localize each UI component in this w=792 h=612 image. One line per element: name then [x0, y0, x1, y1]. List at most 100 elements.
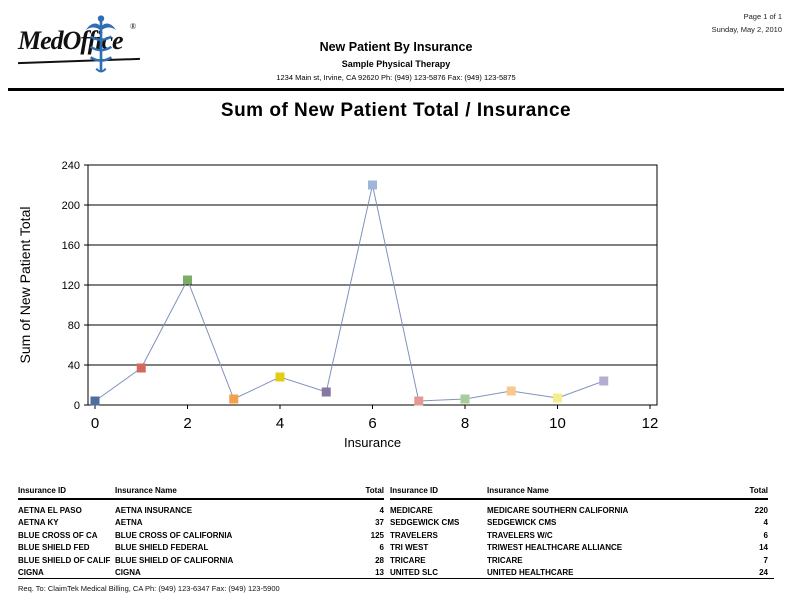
cell-insurance-name: AETNA INSURANCE [115, 505, 193, 515]
cell-insurance-name: TRAVELERS W/C [487, 530, 553, 540]
cell-insurance-id: MEDICARE [390, 505, 433, 515]
x-tick-label: 2 [183, 415, 191, 432]
report-header: New Patient By Insurance Sample Physical… [150, 40, 642, 82]
cell-total: 14 [759, 543, 768, 553]
page-info-block: Page 1 of 1 Sunday, May 2, 2010 [712, 10, 782, 36]
data-point-marker [553, 393, 562, 403]
cell-insurance-id: BLUE CROSS OF CA [18, 530, 98, 540]
header-insurance-name: Insurance Name [115, 486, 339, 500]
x-tick-label: 8 [461, 415, 469, 432]
header-divider [8, 88, 784, 91]
series-line [94, 184, 604, 402]
cell-insurance-id: TRAVELERS [390, 530, 438, 540]
cell-insurance-id: TRI WEST [390, 543, 429, 553]
data-point-marker [136, 363, 146, 373]
y-axis-title: Sum of New Patient Total [17, 207, 33, 364]
cell-total: 6 [763, 530, 768, 540]
table-row: BLUE CROSS OF CA BLUE CROSS OF CALIFORNIA… [18, 529, 384, 542]
header-insurance-id: Insurance ID [390, 486, 487, 500]
table-row: BLUE SHIELD OF CALIF BLUE SHIELD OF CALIF… [18, 554, 384, 567]
cell-insurance-id: CIGNA [18, 568, 44, 578]
cell-total: 6 [379, 543, 384, 553]
x-tick-label: 6 [368, 415, 376, 432]
logo-underline [18, 57, 140, 65]
practice-address: 1234 Main st, Irvine, CA 92620 Ph: (949)… [276, 73, 516, 82]
table-row: TRICARE TRICARE 7 [390, 554, 768, 567]
cell-total: 28 [375, 555, 384, 565]
cell-total: 13 [375, 568, 384, 578]
data-point-marker [506, 386, 516, 396]
cell-insurance-name: SEDGEWICK CMS [487, 518, 557, 528]
insurance-table-right: Insurance ID Insurance Name Total MEDICA… [390, 486, 768, 579]
cell-total: 24 [759, 568, 768, 578]
table-row: TRI WEST TRIWEST HEALTHCARE ALLIANCE 14 [390, 542, 768, 555]
cell-insurance-id: SEDGEWICK CMS [390, 518, 460, 528]
cell-insurance-name: BLUE SHIELD FEDERAL [115, 543, 209, 553]
data-point-marker [321, 387, 331, 397]
cell-insurance-name: BLUE SHIELD OF CALIFORNIA [115, 555, 234, 565]
cell-insurance-name: MEDICARE SOUTHERN CALIFORNIA [487, 505, 629, 515]
data-point-marker [275, 372, 285, 382]
data-point-marker [229, 394, 239, 404]
y-tick-label: 40 [68, 360, 80, 372]
table-row: SEDGEWICK CMS SEDGEWICK CMS 4 [390, 517, 768, 530]
data-point-marker [414, 396, 424, 406]
table-row: MEDICARE MEDICARE SOUTHERN CALIFORNIA 220 [390, 499, 768, 517]
cell-insurance-id: AETNA EL PASO [18, 505, 82, 515]
data-point-marker [460, 394, 470, 404]
x-tick-label: 10 [549, 415, 566, 432]
page-number: Page 1 of 1 [743, 12, 782, 21]
x-tick-label: 12 [642, 415, 659, 432]
header-insurance-name: Insurance Name [487, 486, 723, 500]
data-point-marker [368, 180, 377, 190]
caduceus-icon [85, 15, 117, 73]
header-total: Total [723, 486, 768, 500]
report-title: New Patient By Insurance [319, 40, 473, 54]
table-row: TRAVELERS TRAVELERS W/C 6 [390, 529, 768, 542]
table-header-row: Insurance ID Insurance Name Total [18, 486, 384, 500]
table-row: BLUE SHIELD FED BLUE SHIELD FEDERAL 6 [18, 542, 384, 555]
cell-insurance-name: TRICARE [487, 555, 523, 565]
data-point-marker [90, 396, 100, 406]
medoffice-logo: MedOffice ® [18, 14, 146, 78]
table-row: UNITED SLC UNITED HEALTHCARE 24 [390, 567, 768, 580]
cell-total: 37 [375, 518, 384, 528]
table-row: CIGNA CIGNA 13 [18, 567, 384, 580]
data-point-marker [183, 275, 192, 285]
cell-insurance-name: TRIWEST HEALTHCARE ALLIANCE [487, 543, 623, 553]
cell-insurance-name: UNITED HEALTHCARE [487, 568, 574, 578]
cell-total: 4 [763, 518, 768, 528]
cell-insurance-name: BLUE CROSS OF CALIFORNIA [115, 530, 233, 540]
cell-insurance-id: BLUE SHIELD FED [18, 543, 90, 553]
chart-title: Sum of New Patient Total / Insurance [220, 100, 572, 121]
cell-total: 7 [763, 555, 768, 565]
insurance-tables: Insurance ID Insurance Name Total AETNA … [18, 486, 768, 579]
y-tick-label: 0 [74, 400, 80, 412]
insurance-table-left: Insurance ID Insurance Name Total AETNA … [18, 486, 384, 579]
table-row: AETNA EL PASO AETNA INSURANCE 4 [18, 499, 384, 517]
cell-insurance-id: TRICARE [390, 555, 426, 565]
x-axis-title: Insurance [344, 435, 401, 450]
cell-insurance-id: BLUE SHIELD OF CALIF [18, 555, 111, 565]
y-tick-label: 240 [62, 160, 80, 172]
cell-total: 220 [754, 505, 768, 515]
header-insurance-id: Insurance ID [18, 486, 115, 500]
data-point-marker [599, 376, 609, 386]
table-header-row: Insurance ID Insurance Name Total [390, 486, 768, 500]
cell-insurance-name: AETNA [115, 518, 143, 528]
y-tick-label: 120 [62, 280, 80, 292]
footer-billing-info: Req. To: ClaimTek Medical Billing, CA Ph… [18, 584, 280, 593]
registered-trademark-symbol: ® [130, 22, 137, 31]
table-row: AETNA KY AETNA 37 [18, 517, 384, 530]
report-date: Sunday, May 2, 2010 [711, 25, 782, 34]
cell-total: 125 [370, 530, 384, 540]
x-tick-label: 4 [276, 415, 284, 432]
x-tick-label: 0 [91, 415, 99, 432]
practice-name: Sample Physical Therapy [341, 59, 451, 69]
cell-insurance-id: AETNA KY [18, 518, 59, 528]
insurance-line-chart: 0 40 80 120 160 200 240 0 2 4 6 8 10 12 Sum of New Pat… [17, 160, 659, 450]
header-total: Total [339, 486, 384, 500]
y-tick-label: 160 [62, 240, 80, 252]
y-tick-label: 80 [68, 320, 80, 332]
